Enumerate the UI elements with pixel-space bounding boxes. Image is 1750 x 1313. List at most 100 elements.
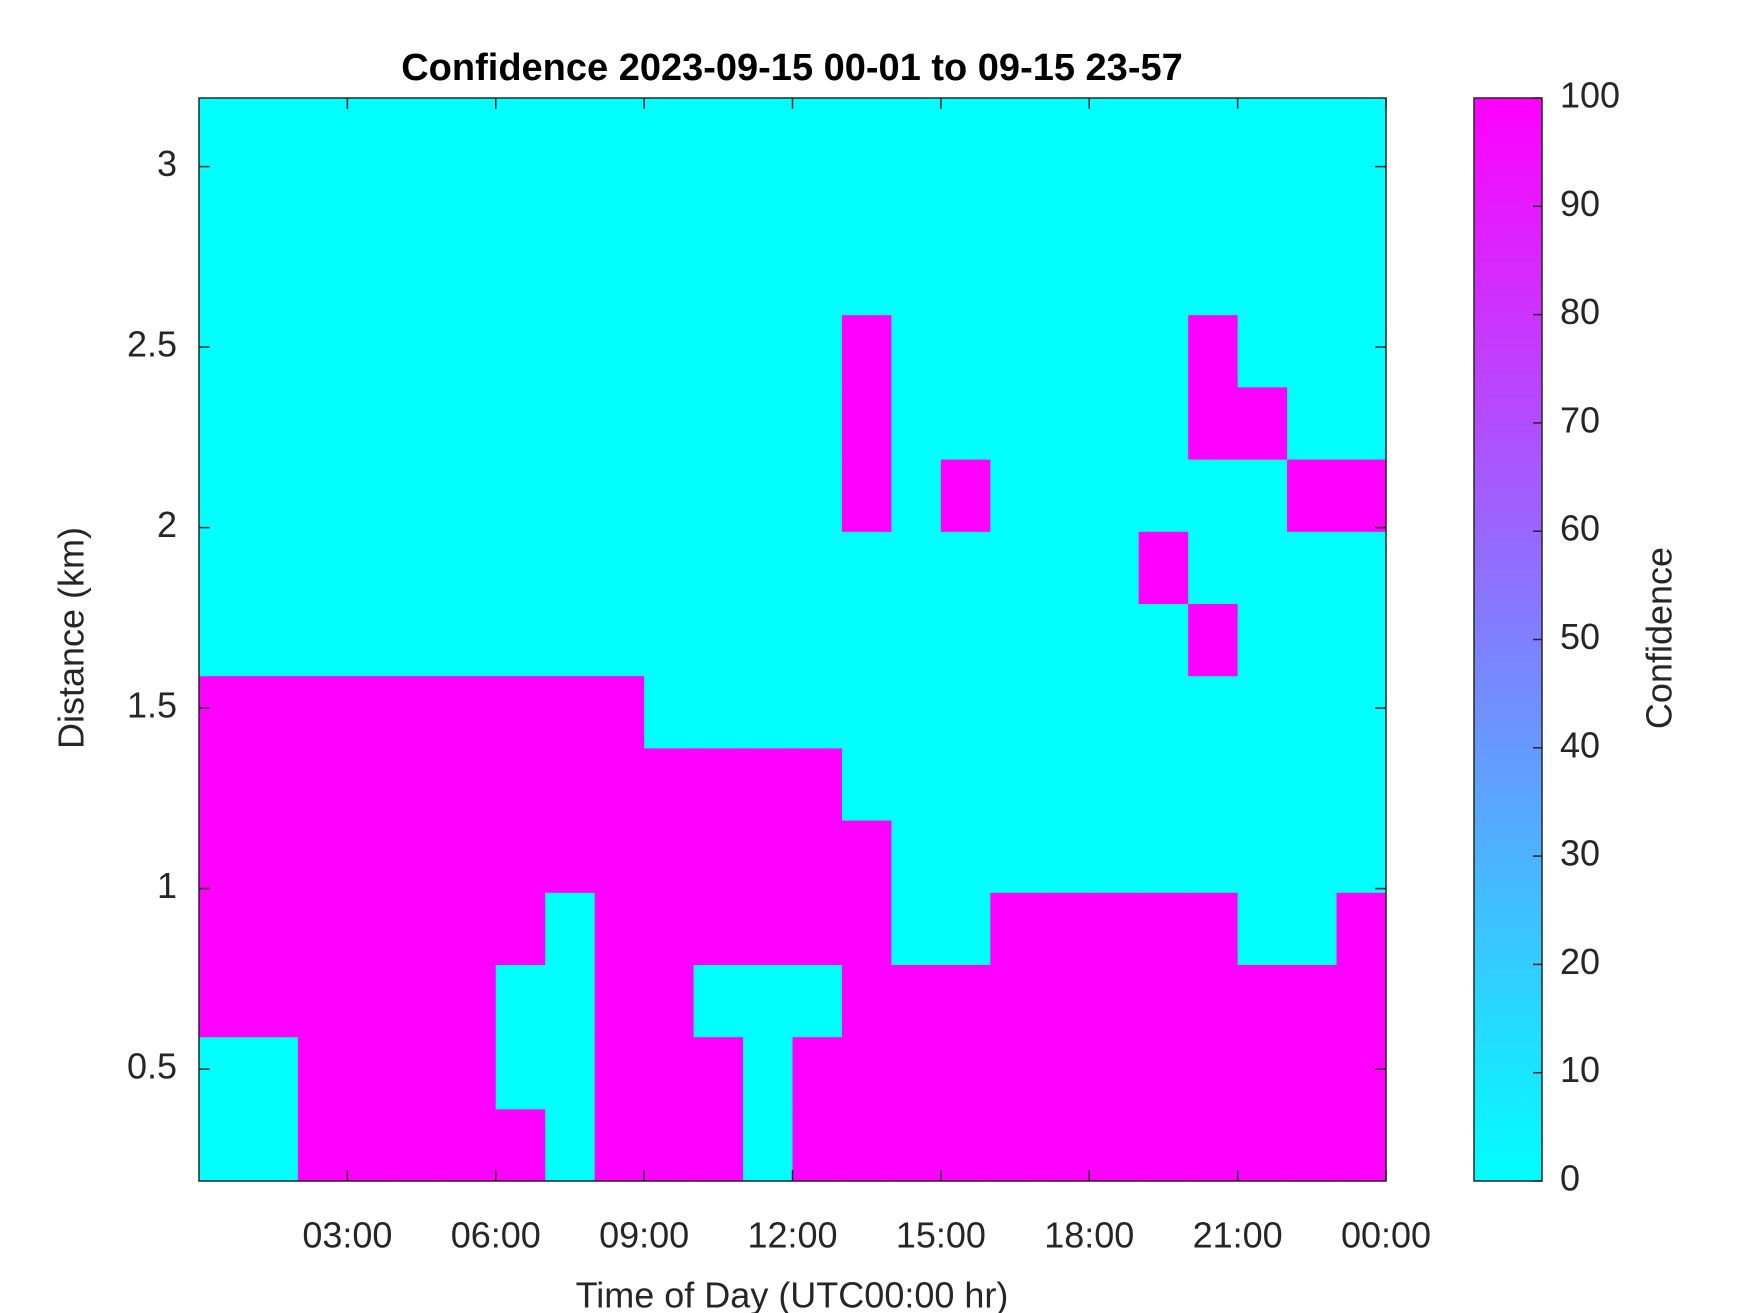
heatmap-cell xyxy=(495,964,546,1038)
heatmap-cell xyxy=(495,1108,546,1182)
heatmap-cell xyxy=(545,820,596,893)
y-tick-label: 1.5 xyxy=(127,685,177,726)
heatmap-cell xyxy=(396,98,447,171)
heatmap-cell xyxy=(693,386,744,460)
heatmap-cell xyxy=(841,820,893,893)
heatmap-cell xyxy=(446,314,497,388)
heatmap-cell xyxy=(1287,531,1338,604)
heatmap-cell xyxy=(743,603,794,677)
heatmap-cell xyxy=(446,386,497,460)
heatmap-cell xyxy=(1089,603,1140,677)
heatmap-cell xyxy=(495,242,546,316)
heatmap-cell xyxy=(1237,531,1288,604)
heatmap-cell xyxy=(545,242,596,316)
heatmap-cell xyxy=(1089,314,1140,388)
heatmap-cell xyxy=(891,1108,942,1182)
heatmap-cell xyxy=(347,892,398,965)
heatmap-cell xyxy=(199,1036,250,1110)
heatmap-cell xyxy=(545,531,596,604)
heatmap-cell xyxy=(891,242,942,316)
heatmap-cell xyxy=(644,531,695,604)
heatmap-cell xyxy=(644,820,695,893)
heatmap-cell xyxy=(1336,964,1387,1038)
heatmap-cell xyxy=(1089,1108,1140,1182)
heatmap-cell xyxy=(1188,531,1239,604)
heatmap-cell xyxy=(446,675,497,749)
heatmap-cell xyxy=(199,531,250,604)
heatmap-cell xyxy=(396,386,447,460)
heatmap-cell xyxy=(792,314,843,388)
heatmap-cell xyxy=(743,820,794,893)
heatmap-cell xyxy=(396,820,447,893)
heatmap-cell xyxy=(891,531,942,604)
heatmap-cell xyxy=(990,675,1041,749)
heatmap-cell xyxy=(347,531,398,604)
heatmap-cell xyxy=(891,675,942,749)
heatmap-cell xyxy=(1188,892,1239,965)
heatmap-cell xyxy=(347,242,398,316)
heatmap-cell xyxy=(940,820,991,893)
x-axis-label: Time of Day (UTC00:00 hr) xyxy=(576,1275,1009,1313)
heatmap-cell xyxy=(347,1036,398,1110)
heatmap-cell xyxy=(990,98,1041,171)
heatmap-cell xyxy=(1089,892,1140,965)
heatmap-cell xyxy=(644,747,695,821)
heatmap-cell xyxy=(297,314,348,388)
heatmap-cell xyxy=(594,386,645,460)
heatmap-cell xyxy=(990,747,1041,821)
heatmap-cell xyxy=(594,459,645,532)
heatmap-cell xyxy=(297,386,348,460)
heatmap-cell xyxy=(199,459,250,532)
heatmap-cell xyxy=(792,1036,843,1110)
heatmap-cell xyxy=(1039,603,1090,677)
heatmap-cell xyxy=(594,675,645,749)
heatmap-cell xyxy=(199,386,250,460)
heatmap-cell xyxy=(1188,675,1239,749)
heatmap-cell xyxy=(1039,314,1090,388)
heatmap-cell xyxy=(1336,1108,1387,1182)
heatmap-cell xyxy=(940,459,991,532)
heatmap-cell xyxy=(792,603,843,677)
heatmap-cell xyxy=(841,603,893,677)
heatmap-cell xyxy=(446,964,497,1038)
heatmap-cell xyxy=(743,531,794,604)
heatmap-cell xyxy=(990,1036,1041,1110)
heatmap-cell xyxy=(446,747,497,821)
heatmap-cell xyxy=(1039,892,1090,965)
heatmap-cell xyxy=(1039,1108,1090,1182)
heatmap-cell xyxy=(1138,747,1189,821)
heatmap-cell xyxy=(347,314,398,388)
heatmap-cell xyxy=(792,459,843,532)
heatmap-cell xyxy=(1039,675,1090,749)
heatmap-cell xyxy=(1336,459,1387,532)
heatmap-cell xyxy=(1287,459,1338,532)
heatmap-cell xyxy=(1039,820,1090,893)
heatmap-cell xyxy=(396,747,447,821)
heatmap-cell xyxy=(1336,170,1387,243)
heatmap-cell xyxy=(841,531,893,604)
heatmap-cell xyxy=(297,531,348,604)
heatmap-cell xyxy=(1089,820,1140,893)
heatmap-cell xyxy=(248,170,299,243)
heatmap-cell xyxy=(594,603,645,677)
heatmap-cell xyxy=(693,1036,744,1110)
heatmap-cell xyxy=(1188,603,1239,677)
heatmap-cell xyxy=(990,892,1041,965)
heatmap-cell xyxy=(1188,1108,1239,1182)
heatmap-cell xyxy=(446,603,497,677)
heatmap-cell xyxy=(1237,892,1288,965)
heatmap-cell xyxy=(693,459,744,532)
heatmap-cell xyxy=(446,531,497,604)
heatmap-cell xyxy=(199,964,250,1038)
heatmap-cell xyxy=(1138,386,1189,460)
x-tick-label: 18:00 xyxy=(1044,1215,1134,1256)
heatmap-cell xyxy=(545,1036,596,1110)
colorbar-tick-label: 80 xyxy=(1560,291,1600,332)
heatmap-cell xyxy=(495,170,546,243)
heatmap-cell xyxy=(990,170,1041,243)
heatmap-cell xyxy=(990,531,1041,604)
heatmap-cell xyxy=(743,1108,794,1182)
heatmap-cell xyxy=(495,531,546,604)
heatmap-cell xyxy=(495,98,546,171)
heatmap-cell xyxy=(396,1108,447,1182)
